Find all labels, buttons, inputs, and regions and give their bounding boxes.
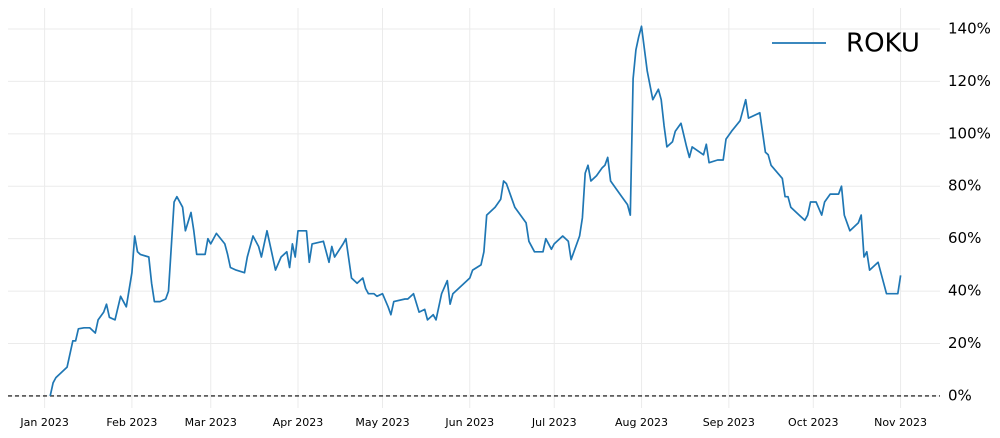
y-tick-label: 120% xyxy=(948,72,991,90)
y-tick-label: 140% xyxy=(948,19,991,37)
y-tick-label: 0% xyxy=(948,386,972,404)
x-tick-label: Feb 2023 xyxy=(106,416,157,429)
y-tick-label: 60% xyxy=(948,229,981,247)
x-tick-label: Apr 2023 xyxy=(273,416,324,429)
data-line xyxy=(49,25,902,397)
x-tick-label: Nov 2023 xyxy=(874,416,927,429)
x-tick-label: Jul 2023 xyxy=(531,416,577,429)
x-tick-label: Oct 2023 xyxy=(788,416,839,429)
x-tick-label: Mar 2023 xyxy=(185,416,237,429)
y-tick-label: 80% xyxy=(948,177,981,195)
y-tick-label: 40% xyxy=(948,282,981,300)
y-tick-label: 20% xyxy=(948,334,981,352)
x-tick-label: Jun 2023 xyxy=(444,416,494,429)
y-tick-label: 100% xyxy=(948,124,991,142)
legend-label: ROKU xyxy=(846,29,920,59)
x-tick-label: Sep 2023 xyxy=(703,416,755,429)
x-tick-label: May 2023 xyxy=(355,416,409,429)
x-tick-label: Aug 2023 xyxy=(615,416,668,429)
x-tick-label: Jan 2023 xyxy=(19,416,68,429)
